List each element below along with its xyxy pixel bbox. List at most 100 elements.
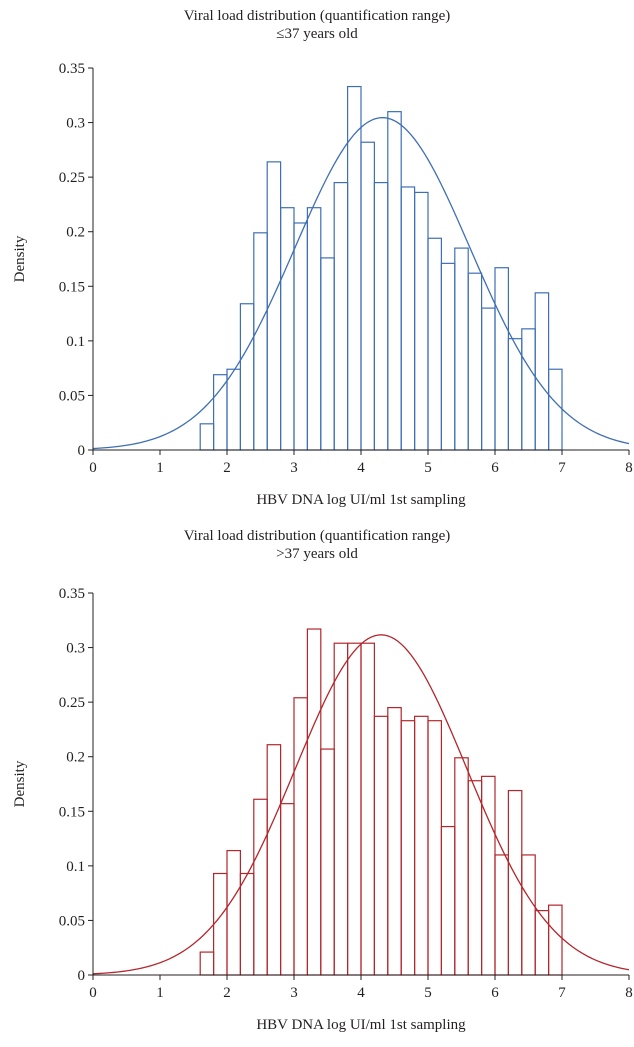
histogram-bar	[239, 303, 255, 451]
histogram-bar	[360, 642, 375, 976]
histogram-bar	[387, 111, 402, 451]
histogram-bar	[280, 803, 295, 976]
histogram-bar	[373, 715, 389, 976]
chart-title: Viral load distribution (quantification …	[183, 8, 451, 24]
histogram-bar	[387, 707, 402, 976]
normal-fit-curve	[92, 634, 630, 975]
x-tick-label: 7	[558, 460, 566, 476]
histogram-bar	[414, 191, 429, 451]
y-tick-label: 0.3	[66, 641, 85, 657]
histogram-bar	[226, 368, 241, 451]
histogram-bar	[213, 374, 228, 451]
chart-title-block: Viral load distribution (quantification …	[0, 7, 634, 43]
histogram-bar	[280, 207, 295, 451]
y-tick-label: 0.3	[66, 116, 85, 132]
y-tick-label: 0.25	[59, 695, 85, 711]
histogram-bar	[414, 715, 429, 976]
histogram-bar	[454, 757, 469, 976]
x-tick-label: 2	[223, 460, 231, 476]
histogram-bar	[521, 854, 536, 976]
chart-subtitle: ≤37 years old	[276, 26, 358, 42]
x-tick-label: 6	[491, 985, 499, 1001]
chart-subtitle: >37 years old	[276, 546, 358, 562]
x-axis-label: HBV DNA log UI/ml 1st sampling	[256, 492, 466, 508]
histogram-bar	[213, 872, 228, 976]
chart-panel-older: Viral load distribution (quantification …	[0, 520, 634, 1047]
histogram-bar	[333, 182, 349, 451]
y-tick-label: 0.15	[59, 804, 85, 820]
histogram-bar	[467, 780, 483, 976]
histogram-bar	[440, 262, 456, 451]
histogram-bar	[306, 207, 322, 451]
y-tick-label: 0	[78, 968, 86, 984]
x-tick-label: 8	[625, 460, 633, 476]
histogram-chart: 0 0.05 0.1 0.15 0.2 0.25 0.3 0.35 0 1 2 3 4 5 6 7 8 HBV D…	[12, 586, 633, 1033]
chart-title-block: Viral load distribution (quantification …	[0, 527, 634, 563]
histogram-bar	[266, 744, 282, 976]
histogram-bar	[400, 186, 416, 451]
histogram-bar	[226, 849, 241, 976]
normal-fit-curve	[92, 117, 630, 450]
x-tick-label: 4	[357, 985, 365, 1001]
histogram-bar	[320, 748, 335, 976]
histogram-bar	[547, 368, 563, 451]
y-tick-label: 0.25	[59, 170, 85, 186]
chart-panel-young: Viral load distribution (quantification …	[0, 0, 634, 520]
histogram-bar	[481, 775, 496, 976]
y-tick-label: 0.15	[59, 279, 85, 295]
y-tick-label: 0.05	[59, 913, 85, 929]
histogram-bar	[239, 872, 255, 976]
histogram-bar	[494, 854, 509, 976]
histogram-bars	[199, 628, 563, 976]
histogram-chart: 0 0.05 0.1 0.15 0.2 0.25 0.3 0.35 0 1 2 3 4 5 6 7 8 HBV D…	[12, 61, 633, 508]
histogram-bar	[534, 292, 550, 451]
y-tick-label: 0.1	[66, 859, 85, 875]
y-axis-label: Density	[12, 760, 28, 807]
histogram-bar	[293, 697, 308, 976]
y-tick-label: 0.35	[59, 61, 85, 77]
histogram-bar	[333, 642, 349, 976]
histogram-bar	[347, 642, 362, 976]
histogram-bar	[306, 628, 322, 976]
x-tick-label: 0	[89, 460, 97, 476]
histogram-bar	[320, 257, 335, 451]
y-tick-label: 0	[78, 443, 86, 459]
histogram-bar	[467, 272, 483, 451]
histogram-bar	[440, 825, 456, 976]
y-tick-label: 0.2	[66, 750, 85, 766]
histogram-bar	[494, 267, 509, 451]
histogram-bar	[427, 237, 442, 451]
histogram-bar	[373, 182, 389, 451]
x-tick-label: 5	[424, 460, 432, 476]
x-tick-label: 6	[491, 460, 499, 476]
histogram-bar	[427, 720, 442, 976]
x-tick-label: 3	[290, 985, 298, 1001]
y-tick-label: 0.05	[59, 388, 85, 404]
histogram-bar	[521, 328, 536, 451]
x-tick-label: 5	[424, 985, 432, 1001]
x-tick-label: 8	[625, 985, 633, 1001]
x-tick-label: 7	[558, 985, 566, 1001]
x-tick-label: 0	[89, 985, 97, 1001]
histogram-bar	[534, 910, 550, 976]
x-tick-label: 3	[290, 460, 298, 476]
histogram-bar	[360, 141, 375, 451]
histogram-bar	[253, 798, 268, 976]
y-tick-label: 0.35	[59, 586, 85, 602]
chart-title: Viral load distribution (quantification …	[183, 528, 451, 544]
x-tick-label: 2	[223, 985, 231, 1001]
histogram-bar	[507, 338, 523, 451]
y-tick-label: 0.2	[66, 225, 85, 241]
histogram-bar	[293, 222, 308, 451]
histogram-bar	[400, 720, 416, 976]
x-tick-label: 1	[156, 460, 164, 476]
histogram-bar	[454, 247, 469, 451]
histogram-bar	[199, 423, 215, 451]
histogram-bar	[199, 951, 215, 976]
x-tick-label: 1	[156, 985, 164, 1001]
histogram-bar	[481, 307, 496, 451]
histogram-bars	[199, 85, 563, 451]
x-tick-label: 4	[357, 460, 365, 476]
histogram-bar	[253, 232, 268, 451]
y-axis-label: Density	[12, 235, 28, 282]
